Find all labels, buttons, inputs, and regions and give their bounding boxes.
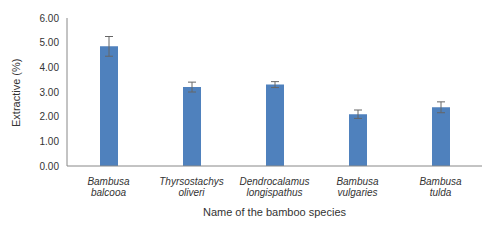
- svg-text:5.00: 5.00: [40, 37, 60, 48]
- svg-text:Bambusatulda: Bambusatulda: [419, 176, 462, 198]
- svg-text:Thyrsostachysoliveri: Thyrsostachysoliveri: [159, 176, 223, 198]
- svg-text:4.00: 4.00: [40, 62, 60, 73]
- svg-text:Dendrocalamuslongispathus: Dendrocalamuslongispathus: [239, 176, 309, 198]
- svg-text:Name of the bamboo species: Name of the bamboo species: [203, 206, 347, 218]
- svg-text:1.00: 1.00: [40, 136, 60, 147]
- svg-text:0.00: 0.00: [40, 161, 60, 172]
- svg-text:Extractive (%): Extractive (%): [10, 59, 22, 127]
- svg-text:2.00: 2.00: [40, 111, 60, 122]
- svg-text:Bambusavulgaries: Bambusavulgaries: [336, 176, 379, 198]
- svg-text:Bambusabalcooa: Bambusabalcooa: [87, 176, 130, 198]
- svg-text:6.00: 6.00: [40, 13, 60, 24]
- svg-text:3.00: 3.00: [40, 87, 60, 98]
